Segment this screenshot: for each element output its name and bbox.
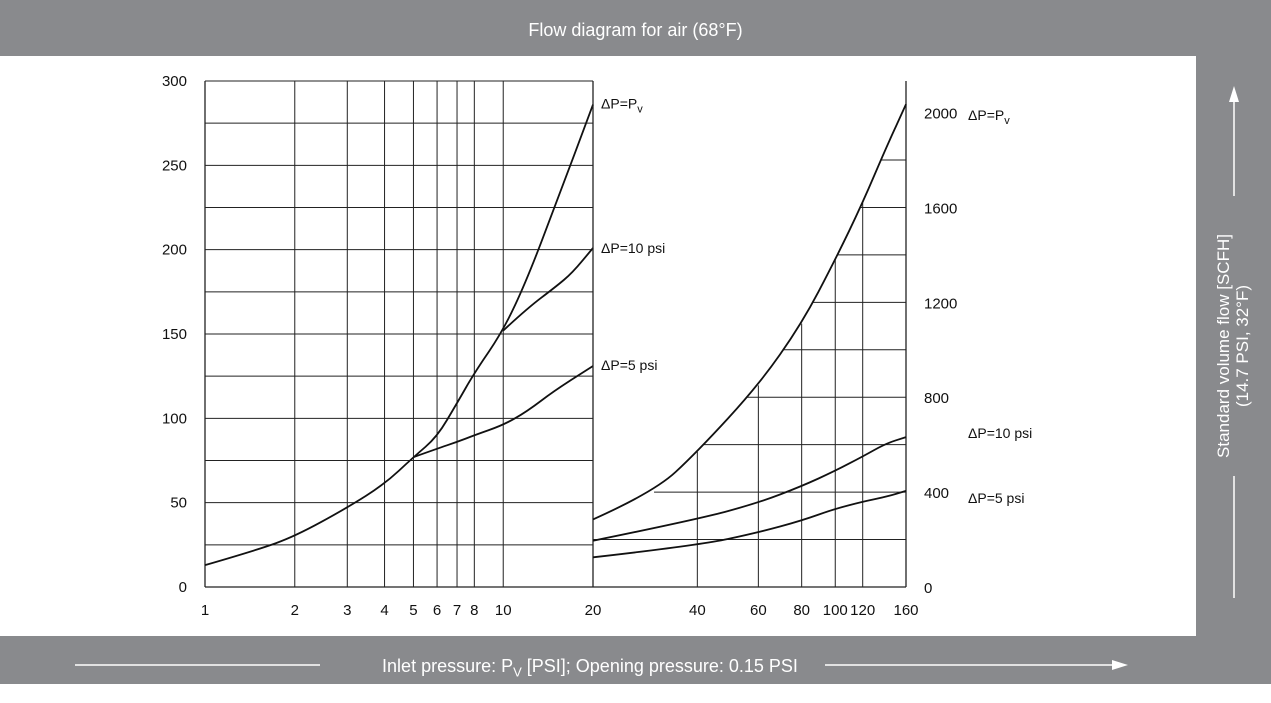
right-series-line-1	[592, 103, 907, 521]
right-x-tick-label: 100	[823, 602, 848, 619]
x-axis-label-sub: V	[513, 664, 522, 680]
x-axis-label-prefix: Inlet pressure: P	[382, 656, 514, 676]
left-x-tick-label: 6	[433, 602, 441, 619]
right-y-tick-label: 800	[924, 390, 949, 407]
y-axis-label-graphic	[1229, 86, 1239, 598]
left-x-tick-label: 2	[291, 602, 299, 619]
right-x-tick-label: 160	[893, 602, 918, 619]
left-x-tick-label: 20	[585, 602, 602, 619]
left-series-label-3: ΔP=5 psi	[601, 357, 657, 373]
left-y-tick-label: 300	[162, 73, 187, 90]
right-x-tick-label: 80	[793, 602, 810, 619]
x-axis-arrow-icon	[1112, 660, 1128, 670]
left-x-tick-label: 5	[409, 602, 417, 619]
right-x-tick-label: 120	[850, 602, 875, 619]
right-x-tick-label: 40	[689, 602, 706, 619]
x-axis-label: Inlet pressure: PV [PSI]; Opening pressu…	[0, 636, 1180, 684]
right-x-tick-label: 60	[750, 602, 767, 619]
left-y-tick-label: 250	[162, 157, 187, 174]
left-y-tick-label: 0	[179, 579, 187, 596]
y-axis-label-line2: (14.7 PSI, 32°F)	[1233, 284, 1252, 408]
left-y-tick-label: 150	[162, 326, 187, 343]
right-series-line-3	[592, 490, 907, 559]
left-y-tick-label: 50	[170, 495, 187, 512]
figure-frame: Flow diagram for air (68°F) Inlet pressu…	[0, 0, 1271, 684]
left-y-tick-label: 200	[162, 242, 187, 259]
title-band	[0, 0, 1271, 56]
chart-title: Flow diagram for air (68°F)	[528, 20, 743, 40]
left-y-tick-label: 100	[162, 410, 187, 427]
flow-chart: 1 2 3 4 5 6 7 8 10 20050100150200250300ΔP=PvΔP=10…	[162, 73, 1032, 619]
left-x-tick-label: 3	[343, 602, 351, 619]
right-y-tick-label: 2000	[924, 106, 957, 123]
right-y-tick-label: 0	[924, 580, 932, 597]
left-series-label-1: ΔP=Pv	[601, 96, 643, 116]
left-series-line-3	[413, 365, 594, 458]
right-series-label-2: ΔP=10 psi	[968, 425, 1032, 441]
x-axis-label-graphic	[75, 660, 1128, 670]
left-panel: 1 2 3 4 5 6 7 8 10 20050100150200250300ΔP=PvΔP=10…	[162, 73, 665, 619]
left-series-line-1	[204, 104, 594, 566]
left-series-line-2	[502, 247, 594, 332]
right-y-tick-label: 400	[924, 485, 949, 502]
right-series-label-3: ΔP=5 psi	[968, 490, 1024, 506]
left-x-tick-label: 7	[453, 602, 461, 619]
left-x-tick-label: 8	[470, 602, 478, 619]
y-axis-arrow-icon	[1229, 86, 1239, 102]
right-series-label-1: ΔP=Pv	[968, 107, 1010, 127]
left-series-label-2: ΔP=10 psi	[601, 240, 665, 256]
x-axis-band	[0, 636, 1271, 684]
left-x-tick-label: 10	[495, 602, 512, 619]
right-y-tick-label: 1200	[924, 295, 957, 312]
y-axis-label: Standard volume flow [SCFH] (14.7 PSI, 3…	[1214, 66, 1252, 626]
left-x-tick-label: 4	[380, 602, 388, 619]
y-axis-label-line1: Standard volume flow [SCFH]	[1214, 234, 1233, 458]
right-series-line-2	[592, 436, 907, 542]
left-x-tick-label: 1	[201, 602, 209, 619]
x-axis-label-suffix: [PSI]; Opening pressure: 0.15 PSI	[521, 656, 798, 676]
right-y-tick-label: 1600	[924, 200, 957, 217]
